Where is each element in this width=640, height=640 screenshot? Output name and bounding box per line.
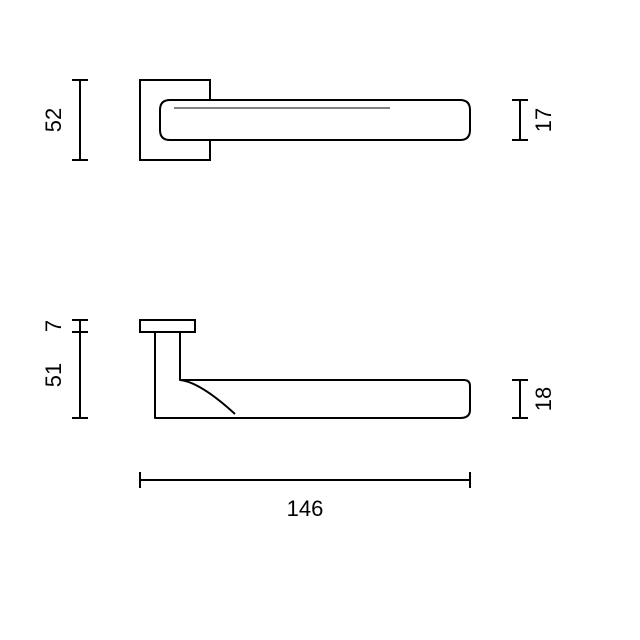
dim-18: 18 — [531, 387, 556, 411]
dim-51: 51 — [41, 363, 66, 387]
dim-7: 7 — [41, 320, 66, 332]
dim-52: 52 — [41, 108, 66, 132]
dim-146: 146 — [287, 496, 324, 521]
technical-drawing: 52 17 7 51 18 146 — [0, 0, 640, 640]
dim-17: 17 — [531, 108, 556, 132]
